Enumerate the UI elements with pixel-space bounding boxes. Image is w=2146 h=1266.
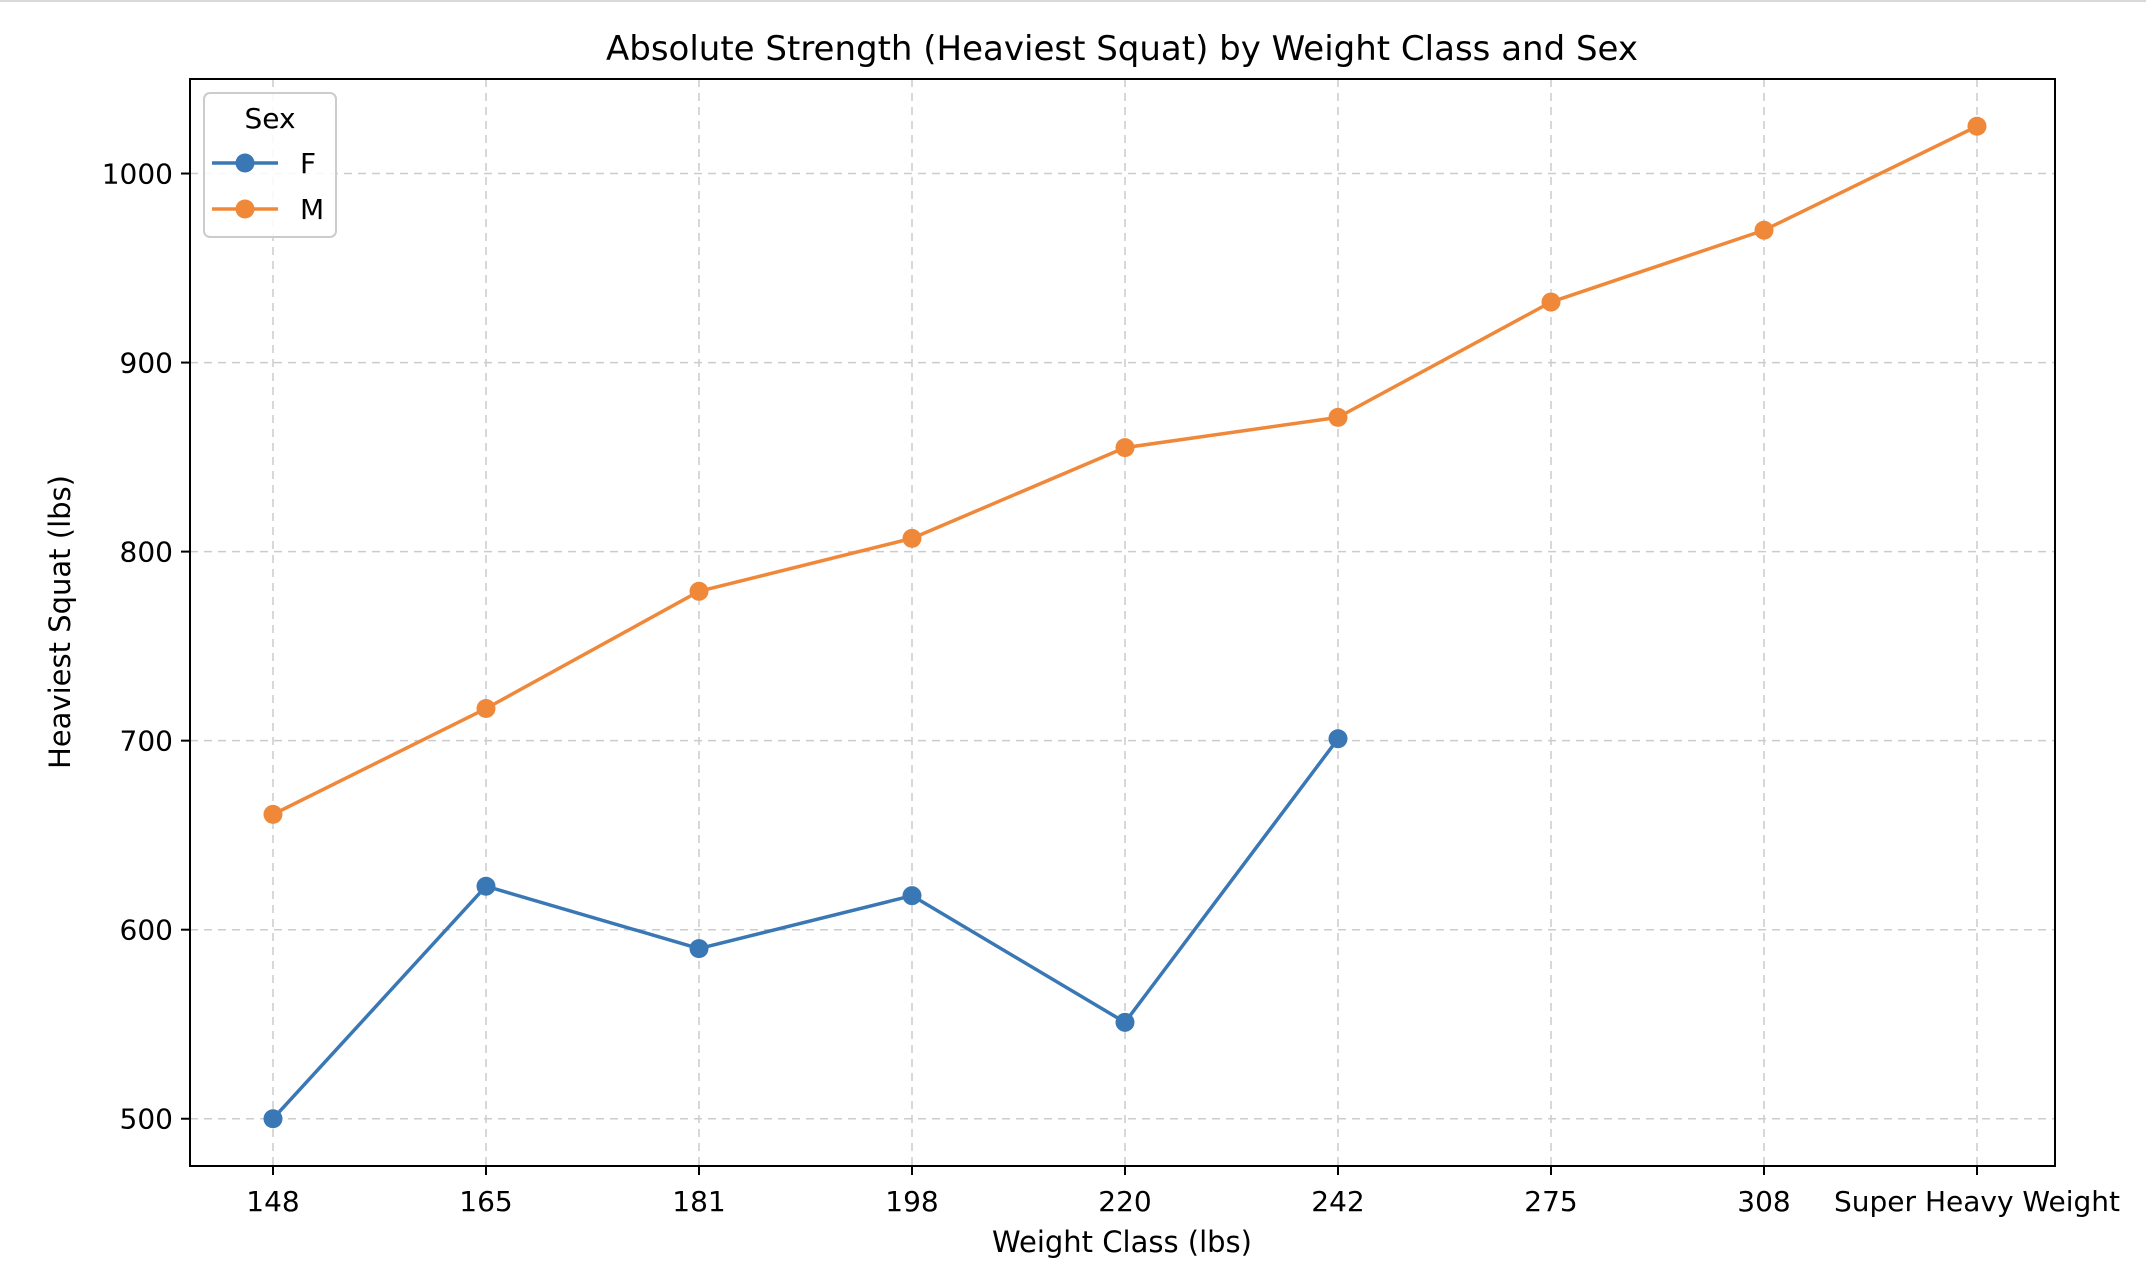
legend-label: M [300, 193, 324, 226]
series-m [263, 116, 1987, 824]
x-tick-label: 198 [885, 1185, 938, 1218]
data-point [902, 886, 922, 906]
y-tick-label: 700 [120, 725, 173, 758]
data-point [263, 804, 283, 824]
x-tick-label: 181 [672, 1185, 725, 1218]
x-tick-label: 242 [1311, 1185, 1364, 1218]
x-axis-label: Weight Class (lbs) [992, 1225, 1252, 1259]
y-axis-label: Heaviest Squat (lbs) [43, 475, 77, 769]
chart-title: Absolute Strength (Heaviest Squat) by We… [606, 29, 1638, 69]
data-point [902, 528, 922, 548]
data-point [1115, 1012, 1135, 1032]
data-point [476, 876, 496, 896]
data-point [689, 581, 709, 601]
x-tick-label: 308 [1737, 1185, 1790, 1218]
legend-marker [235, 199, 255, 219]
y-tick-label: 600 [120, 914, 173, 947]
data-point [1115, 438, 1135, 458]
series-layer [263, 116, 1987, 1129]
grid [190, 79, 2055, 1166]
data-point [1754, 220, 1774, 240]
series-f [263, 729, 1348, 1129]
data-point [1967, 116, 1987, 136]
x-tick-label: 148 [246, 1185, 299, 1218]
axes: 148 165 181 198 220 242 275 308 Super Heavy Weig… [102, 158, 2120, 1218]
x-tick-label: 165 [459, 1185, 512, 1218]
legend-box [203, 92, 337, 238]
y-tick-label: 1000 [102, 158, 173, 191]
x-tick-label: 275 [1524, 1185, 1577, 1218]
legend-label: F [300, 147, 316, 180]
data-point [1541, 292, 1561, 312]
data-point [476, 699, 496, 719]
data-point [1328, 729, 1348, 749]
x-tick-label: 220 [1098, 1185, 1151, 1218]
y-tick-label: 500 [120, 1103, 173, 1136]
data-point [1328, 407, 1348, 427]
x-tick-label: Super Heavy Weight [1834, 1185, 2120, 1218]
data-point [263, 1109, 283, 1129]
y-tick-label: 900 [120, 347, 173, 380]
plot-frame [189, 78, 2056, 1167]
series-line [271, 737, 1340, 1120]
data-point [689, 939, 709, 959]
legend-title: Sex [244, 102, 295, 135]
legend-marker [235, 153, 255, 173]
y-tick-label: 800 [120, 536, 173, 569]
legend: Sex FM [203, 92, 337, 238]
